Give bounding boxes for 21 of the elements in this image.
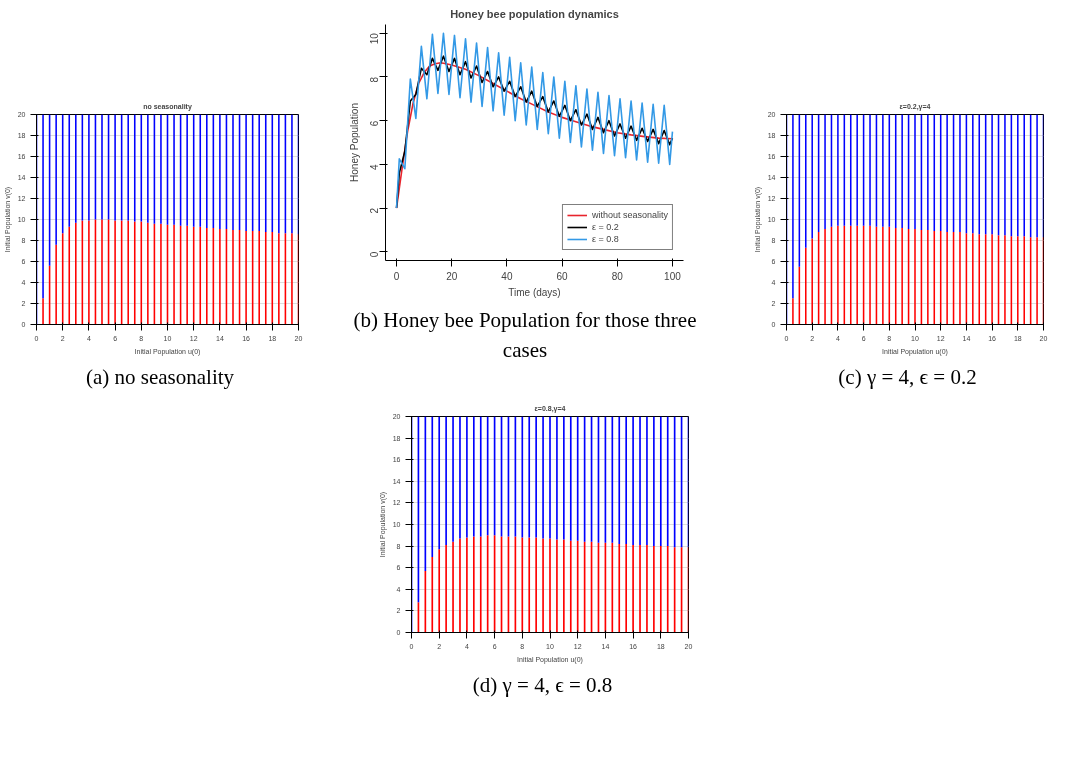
x-tick-label: 20 xyxy=(446,270,458,282)
y-tick-label: 2 xyxy=(369,207,381,214)
y-axis-title: Honey Population xyxy=(348,103,360,182)
legend-label: ε = 0.2 xyxy=(591,221,619,233)
x-tick-label: 40 xyxy=(501,270,513,282)
y-tick-label: 0 xyxy=(369,251,381,258)
legend-label: without seasonality xyxy=(591,209,668,221)
y-tick-label: 6 xyxy=(369,120,381,127)
text: (a) no seasonality xyxy=(85,364,235,391)
y-tick-label: 4 xyxy=(369,163,381,170)
text: (c) γ = 4, ϵ = 0.2 xyxy=(838,364,977,391)
legend-label: ε = 0.8 xyxy=(591,233,619,245)
chart-title: Honey bee population dynamics xyxy=(450,7,619,20)
text: (d) γ = 4, ϵ = 0.8 xyxy=(472,672,613,699)
x-tick-label: 80 xyxy=(611,270,624,282)
x-axis-title: Time (days) xyxy=(508,286,561,298)
y-tick-label: 8 xyxy=(369,76,381,83)
text: (b) Honey bee Population for those three cases xyxy=(352,307,698,364)
x-tick-label: 60 xyxy=(556,270,569,282)
y-tick-label: 10 xyxy=(369,32,381,45)
x-tick-label: 100 xyxy=(664,270,682,282)
